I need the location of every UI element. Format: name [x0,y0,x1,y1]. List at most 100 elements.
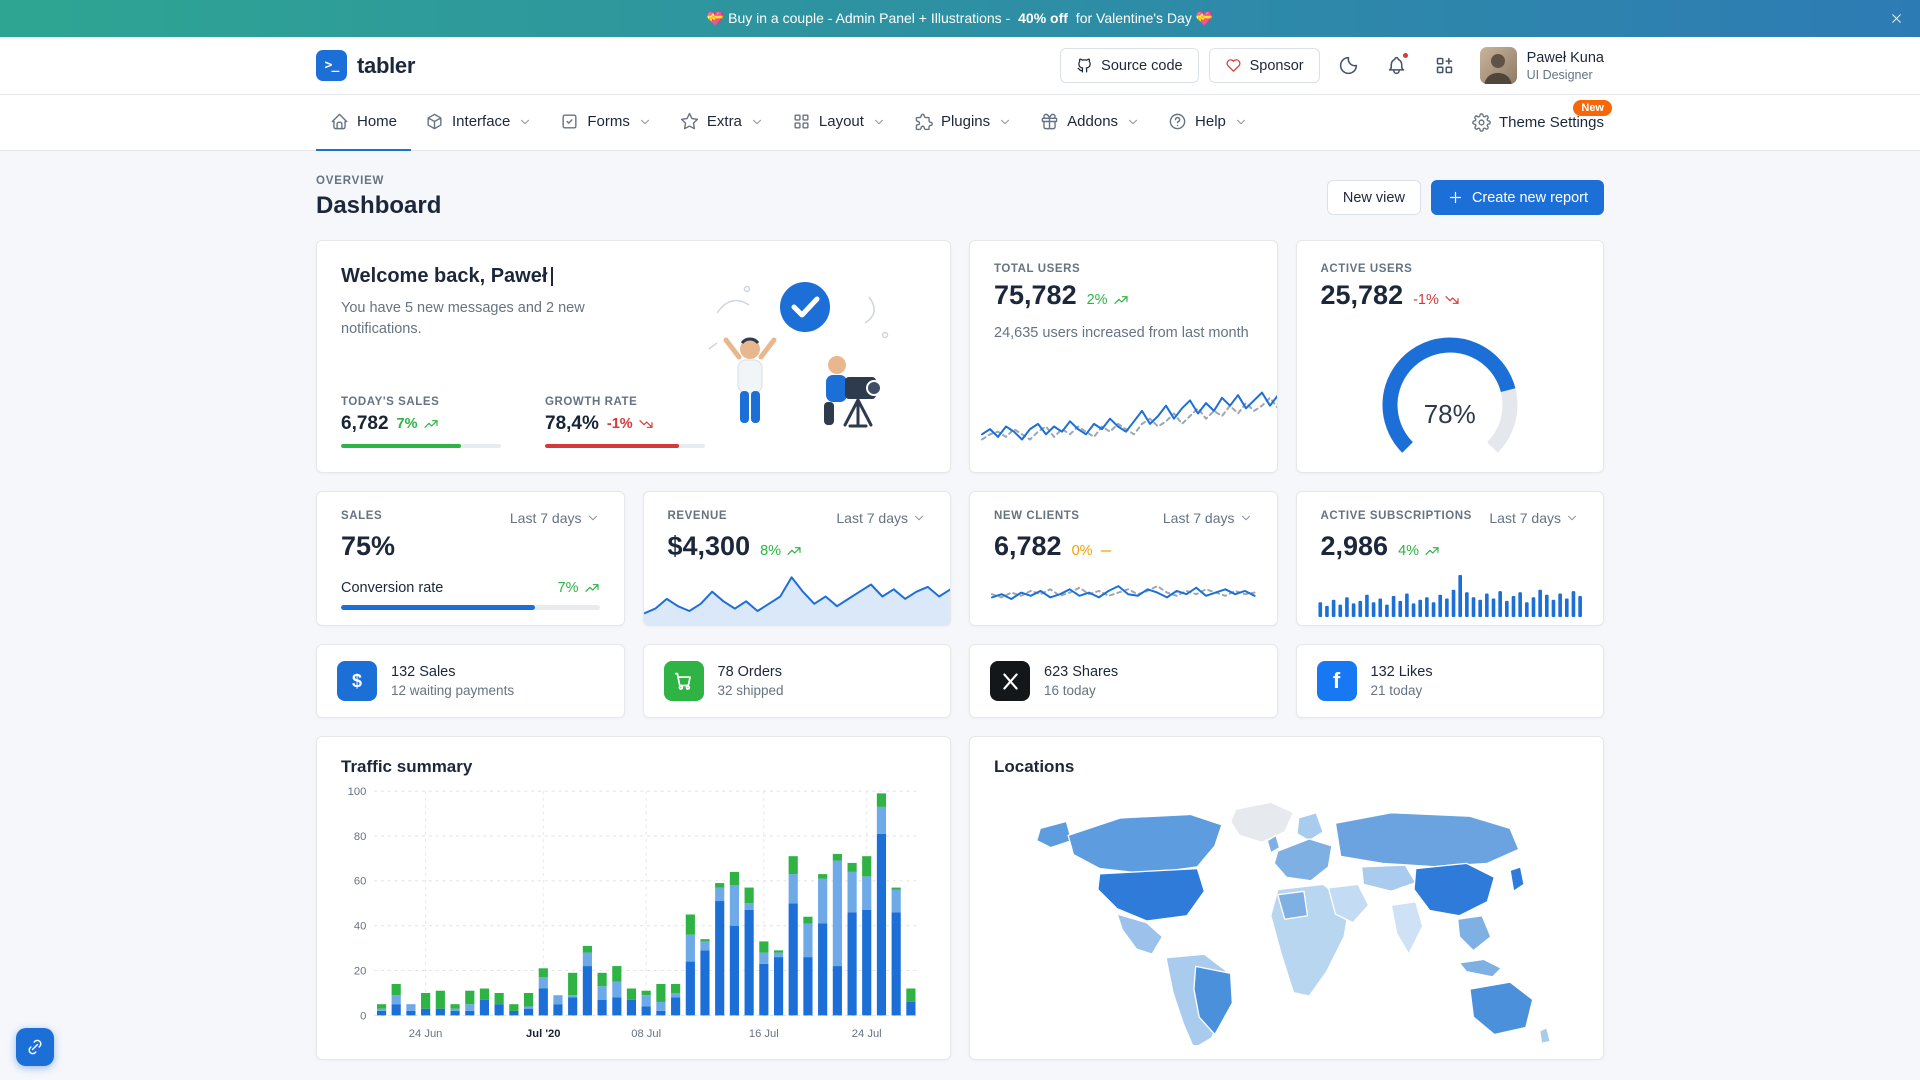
stat-subtitle: 12 waiting payments [391,683,515,698]
nav-item-extra[interactable]: Extra [666,95,778,151]
chevron-down-icon [1565,511,1579,525]
promo-banner[interactable]: 💝 Buy in a couple - Admin Panel + Illust… [0,0,1920,37]
conversion-rate-label: Conversion rate [341,580,444,596]
promo-banner-text: 💝 Buy in a couple - Admin Panel + Illust… [706,10,1214,26]
stat-title: 78 Orders [717,664,782,680]
page-title: Dashboard [316,192,442,219]
checkbox-icon [560,112,579,131]
stat-title: 132 Likes [1370,664,1433,680]
sales-value: 75% [341,531,396,561]
subscriptions-value: 2,986 [1320,531,1389,561]
user-menu[interactable]: Paweł Kuna UI Designer [1479,47,1604,84]
package-icon [425,112,444,131]
trending-up-icon [1424,543,1440,559]
home-icon [330,112,349,131]
source-code-button[interactable]: Source code [1060,48,1199,83]
revenue-period-dropdown[interactable]: Last 7 days [836,510,926,526]
total-users-description: 24,635 users increased from last month [994,325,1249,341]
user-name: Paweł Kuna [1526,49,1604,66]
svg-text:80: 80 [354,831,366,843]
subscriptions-period-dropdown[interactable]: Last 7 days [1489,510,1579,526]
star-icon [680,112,699,131]
grid-plus-icon [1434,55,1455,76]
world-map[interactable] [1004,783,1569,1045]
apps-menu-button[interactable] [1426,47,1464,85]
notifications-button[interactable] [1378,47,1416,85]
layout-grid-icon [792,112,811,131]
github-icon [1076,57,1093,74]
conversion-progress [341,605,600,610]
nav-item-addons[interactable]: Addons [1026,95,1154,151]
locations-card: Locations [969,736,1604,1060]
traffic-summary-title: Traffic summary [341,757,473,776]
currency-dollar-icon: $ [337,661,377,701]
sponsor-button[interactable]: Sponsor [1208,48,1320,83]
nav-item-plugins[interactable]: Plugins [900,95,1026,151]
tabler-logo[interactable]: >_ tabler [316,50,415,81]
shares-stat-card[interactable]: 623 Shares 16 today [969,644,1278,718]
settings-fab[interactable] [16,1028,54,1066]
typing-caret [551,267,554,286]
avatar [1479,47,1517,84]
svg-text:Jul '20: Jul '20 [526,1028,560,1040]
top-header: >_ tabler Source code Sponsor [0,37,1920,95]
new-clients-card: NEW CLIENTS Last 7 days 6,782 0% [969,491,1278,626]
orders-stat-card[interactable]: 78 Orders 32 shipped [642,644,951,718]
nav-item-forms[interactable]: Forms [546,95,666,151]
shopping-cart-icon [663,661,704,701]
trending-up-icon [584,580,600,596]
trending-up-icon [423,416,439,432]
create-report-button[interactable]: Create new report [1430,180,1604,215]
svg-text:60: 60 [354,876,366,888]
new-view-button[interactable]: New view [1326,180,1421,215]
active-users-label: ACTIVE USERS [1320,263,1413,275]
dark-mode-toggle[interactable] [1330,47,1368,85]
nav-item-layout[interactable]: Layout [778,95,900,151]
chevron-down-icon [586,511,600,525]
active-subscriptions-card: ACTIVE SUBSCRIPTIONS Last 7 days 2,986 4… [1295,491,1604,626]
trending-down-icon [1444,292,1460,308]
chevron-down-icon [750,115,764,129]
help-circle-icon [1168,112,1187,131]
growth-rate-progress [545,444,705,448]
nav-item-interface[interactable]: Interface [411,95,546,151]
moon-icon [1338,55,1359,76]
chevron-down-icon [638,115,652,129]
total-users-sparkline-chart [981,391,1277,441]
new-clients-line-chart [990,585,1256,600]
user-role: UI Designer [1526,67,1593,82]
welcome-card: Welcome back, Paweł You have 5 new messa… [316,240,951,473]
locations-title: Locations [994,757,1075,776]
stat-subtitle: 21 today [1370,683,1423,698]
sales-period-dropdown[interactable]: Last 7 days [510,510,600,526]
svg-text:24 Jul: 24 Jul [852,1028,882,1040]
new-badge: New [1573,100,1612,116]
theme-settings-button[interactable]: New Theme Settings [1472,100,1612,132]
svg-text:20: 20 [354,965,366,977]
traffic-summary-chart: 0 20 40 60 80 100 24 Jun Jul '20 08 Jul 16 Jul 24 … [348,786,919,1040]
svg-text:16 Jul: 16 Jul [749,1028,779,1040]
traffic-summary-card: Traffic summary 0 20 40 60 80 100 24 Jun Jul '2… [316,736,951,1060]
gift-icon [1040,112,1059,131]
chevron-down-icon [1234,115,1248,129]
svg-text:40: 40 [354,921,366,933]
chevron-down-icon [872,115,886,129]
notification-dot [1400,50,1410,60]
active-users-gauge-chart [1382,337,1518,453]
minus-icon [1098,543,1114,559]
tabler-logo-text: tabler [357,52,416,78]
sales-stat-card[interactable]: $ 132 Sales 12 waiting payments [316,644,625,718]
revenue-area-chart [643,576,950,625]
nav-item-home[interactable]: Home [316,95,412,151]
welcome-message: You have 5 new messages and 2 new notifi… [341,300,585,338]
likes-stat-card[interactable]: f 132 Likes 21 today [1295,644,1604,718]
close-icon[interactable] [1889,0,1904,37]
welcome-illustration [708,282,889,428]
nav-item-help[interactable]: Help [1154,95,1262,151]
new-clients-period-dropdown[interactable]: Last 7 days [1163,510,1253,526]
revenue-card: REVENUE Last 7 days $4,300 8% [642,491,951,626]
trending-down-icon [638,416,654,432]
sales-card: SALES Last 7 days 75% Conversion rate 7% [316,491,625,626]
new-clients-value: 6,782 [994,531,1062,561]
svg-text:100: 100 [348,786,367,798]
